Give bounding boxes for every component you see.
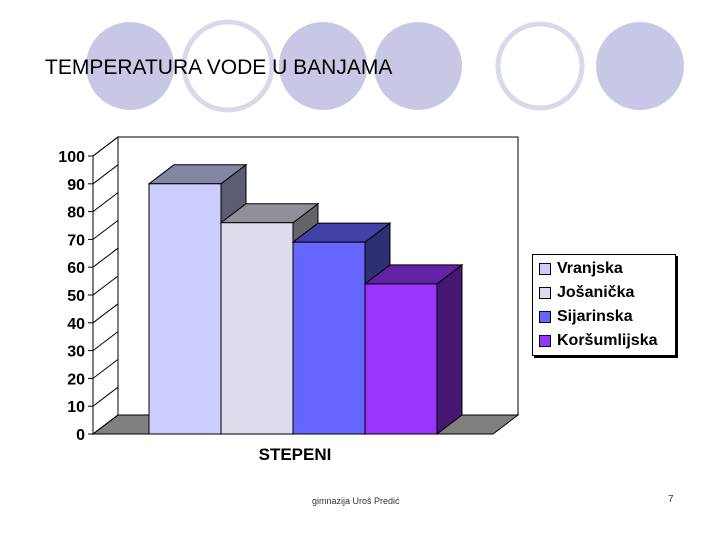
y-tick-diagonal — [92, 359, 119, 379]
y-tick-diagonal — [92, 331, 119, 351]
legend-swatch — [539, 311, 551, 323]
y-tick-diagonal — [92, 164, 119, 185]
chart-legend: Vranjska Jošanička Sijarinska Koršumlijs… — [532, 254, 676, 356]
y-tick-label: 50 — [67, 288, 85, 305]
decor-circle — [374, 22, 462, 110]
y-tick-label: 70 — [67, 232, 85, 249]
legend-swatch — [539, 335, 551, 347]
y-tick-label: 60 — [67, 260, 85, 277]
y-tick-label: 30 — [67, 344, 85, 361]
decor-circle — [596, 22, 684, 110]
bar-jošanička — [220, 222, 294, 435]
decor-circle — [86, 22, 174, 110]
legend-label: Koršumlijska — [557, 332, 658, 349]
y-tick-diagonal — [92, 220, 119, 240]
decor-circle — [181, 19, 275, 113]
bar-side-koršumlijska — [436, 263, 463, 436]
legend-item-josanicka: Jošanička — [539, 283, 634, 303]
y-tick-label: 80 — [67, 205, 85, 222]
y-tick-label: 20 — [67, 371, 85, 388]
page-number: 7 — [668, 494, 674, 505]
y-tick-label: 0 — [76, 427, 85, 444]
y-tick-diagonal — [92, 247, 119, 268]
legend-item-vranjska: Vranjska — [539, 259, 623, 279]
y-tick-diagonal — [92, 192, 119, 212]
y-tick-diagonal — [92, 414, 119, 435]
legend-label: Jošanička — [557, 284, 635, 301]
y-tick-label: 100 — [58, 149, 85, 166]
y-tick-diagonal — [92, 303, 119, 324]
legend-item-korsumlijska: Koršumlijska — [539, 331, 657, 351]
x-axis-label: STEPENI — [259, 445, 332, 464]
legend-swatch — [539, 287, 551, 299]
bar-koršumlijska — [364, 283, 438, 435]
y-tick-diagonal — [92, 386, 119, 407]
legend-label: Sijarinska — [557, 308, 633, 325]
y-tick-label: 40 — [67, 316, 85, 333]
y-tick-label: 90 — [67, 177, 85, 194]
slide-title: TEMPERATURA VODE U BANJAMA — [45, 56, 393, 79]
footer-text: gimnazija Uroš Predić — [312, 496, 400, 506]
bar-vranjska — [148, 183, 222, 435]
y-tick-label: 10 — [67, 399, 85, 416]
legend-swatch — [539, 263, 551, 275]
bar-sijarinska — [292, 241, 366, 435]
y-tick-diagonal — [92, 136, 119, 157]
decor-circle — [495, 21, 585, 111]
decor-circle — [279, 22, 367, 110]
legend-item-sijarinska: Sijarinska — [539, 307, 633, 327]
y-tick-diagonal — [92, 275, 119, 296]
legend-label: Vranjska — [557, 260, 623, 277]
